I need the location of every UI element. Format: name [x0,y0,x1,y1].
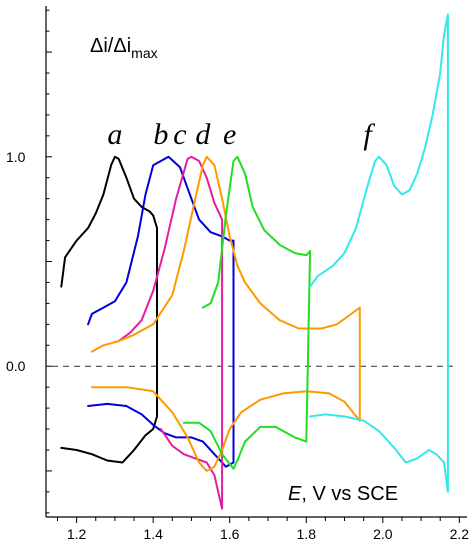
curve-label-b: b [153,118,168,151]
series-line-e [182,155,312,470]
x-tick-label: 1.2 [67,526,87,542]
x-axis-title: E, V vs SCE [288,483,398,505]
x-tick-label: 1.8 [297,526,317,542]
series-line-d [90,155,361,472]
x-tick-label: 2.0 [373,526,393,542]
x-axis-title-variable: E [288,483,302,505]
y-axis-title: Δi/Δimax [90,35,158,61]
y-tick-label: 0.0 [6,358,26,374]
x-tick-label: 1.6 [220,526,240,542]
curve-label-f: f [363,118,375,151]
x-tick-label: 2.2 [450,526,470,542]
curve-label-c: c [173,118,186,151]
series-line-b [87,155,235,468]
y-axis-title-subscript: max [131,45,157,61]
series-line-a [60,155,158,464]
series-line-f [309,13,449,493]
curve-label-a: a [107,118,122,151]
curve-label-d: d [195,118,211,151]
y-axis-title-main: Δi/Δi [90,35,131,57]
series-line-c [117,155,224,510]
axes [45,6,467,518]
ticks-layer: 0.0 1.0 1.2 1.4 1.6 1.8 2.0 2.2 [6,9,470,542]
y-tick-label: 1.0 [6,149,26,165]
series-layer [60,13,449,510]
x-axis-title-unit: , V vs SCE [301,483,398,505]
curve-label-e: e [223,118,236,151]
x-tick-label: 1.4 [143,526,163,542]
